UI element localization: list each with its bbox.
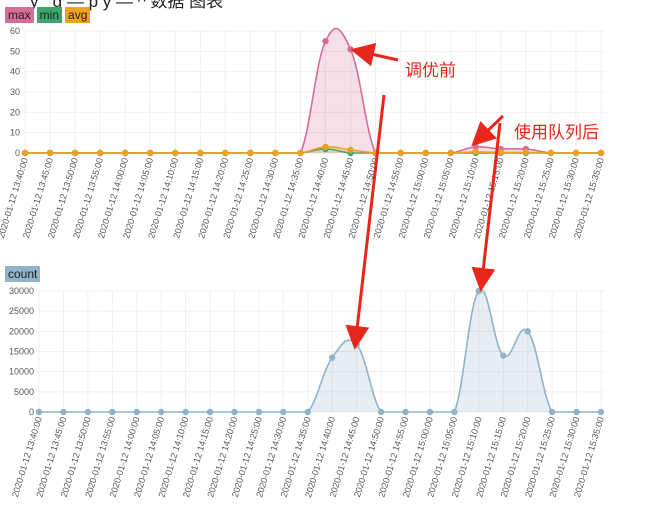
data-point-count[interactable]: [206, 408, 214, 416]
data-point-max[interactable]: [347, 46, 354, 53]
data-point-avg[interactable]: [297, 149, 304, 157]
data-point-count[interactable]: [84, 408, 92, 416]
arrow-before-bottom: [345, 94, 386, 350]
data-point-count[interactable]: [548, 408, 556, 416]
data-point-avg[interactable]: [597, 149, 605, 157]
data-point-count[interactable]: [231, 408, 238, 416]
data-point-avg[interactable]: [96, 149, 104, 157]
data-point-count[interactable]: [109, 408, 116, 416]
data-point-avg[interactable]: [397, 149, 404, 157]
data-point-count[interactable]: [451, 408, 458, 416]
legend-item-count[interactable]: count: [5, 266, 41, 282]
annotation-before-tuning: 调优前: [405, 61, 456, 80]
page-title: y _g — p y — ^ 数据 图表: [30, 0, 224, 11]
data-point-count[interactable]: [329, 354, 336, 361]
data-point-count[interactable]: [573, 408, 580, 416]
y-tick-label: 0: [15, 148, 20, 158]
data-point-count[interactable]: [524, 328, 531, 335]
y-tick-label: 20: [10, 107, 20, 117]
data-point-count[interactable]: [475, 287, 483, 295]
data-point-avg[interactable]: [472, 148, 479, 156]
data-point-count[interactable]: [280, 408, 287, 416]
legend-bottom-chart: count: [5, 266, 41, 282]
data-point-count[interactable]: [255, 408, 263, 416]
data-point-avg[interactable]: [147, 149, 154, 157]
data-point-avg[interactable]: [272, 149, 279, 157]
data-point-avg[interactable]: [247, 149, 254, 157]
legend-item-max[interactable]: max: [5, 7, 34, 23]
y-tick-label: 15000: [9, 347, 34, 357]
data-point-avg[interactable]: [572, 149, 580, 157]
data-point-count[interactable]: [182, 408, 189, 416]
y-tick-label: 10: [10, 128, 20, 138]
y-tick-label: 40: [10, 67, 20, 77]
y-tick-label: 0: [29, 407, 34, 417]
arrow-after-top: [471, 114, 505, 147]
data-point-count[interactable]: [353, 341, 360, 348]
data-point-count[interactable]: [35, 408, 43, 416]
data-point-avg[interactable]: [497, 149, 505, 156]
data-point-max[interactable]: [322, 37, 329, 45]
data-point-count[interactable]: [304, 408, 311, 416]
y-tick-label: 30000: [9, 286, 34, 296]
y-tick-label: 60: [10, 26, 20, 36]
arrow-after-bottom: [471, 122, 502, 292]
data-point-count[interactable]: [157, 408, 165, 416]
data-point-avg[interactable]: [347, 146, 354, 154]
data-point-avg[interactable]: [172, 149, 179, 157]
data-point-avg[interactable]: [197, 149, 204, 157]
data-point-avg[interactable]: [222, 149, 229, 157]
legend-top-chart: max min avg: [5, 7, 91, 23]
data-point-count[interactable]: [426, 408, 434, 416]
data-point-avg[interactable]: [422, 149, 429, 157]
y-tick-label: 20000: [9, 326, 34, 336]
data-point-count[interactable]: [133, 408, 140, 416]
data-point-count[interactable]: [377, 408, 385, 416]
data-point-avg[interactable]: [322, 143, 329, 151]
data-point-count[interactable]: [60, 408, 67, 416]
data-point-avg[interactable]: [447, 149, 454, 157]
data-point-count[interactable]: [597, 408, 605, 416]
y-tick-label: 10000: [9, 367, 34, 377]
data-point-count[interactable]: [402, 408, 409, 416]
data-point-count[interactable]: [500, 352, 507, 359]
series-area-max: [25, 28, 601, 153]
data-point-avg[interactable]: [547, 149, 555, 157]
data-point-avg[interactable]: [522, 149, 530, 156]
arrow-before-top: [350, 42, 399, 67]
y-tick-label: 5000: [14, 387, 34, 397]
legend-item-avg[interactable]: avg: [65, 7, 91, 23]
y-tick-label: 25000: [9, 306, 34, 316]
series-area-count: [39, 289, 601, 412]
annotations: 调优前 使用队列后: [345, 42, 599, 350]
data-point-avg[interactable]: [46, 149, 54, 157]
data-point-avg[interactable]: [21, 149, 29, 157]
annotation-after-queue: 使用队列后: [514, 122, 599, 142]
data-point-avg[interactable]: [121, 149, 129, 157]
bottom-chart: 0500010000150002000025000300002020-01-12…: [9, 286, 606, 499]
legend-item-min[interactable]: min: [36, 7, 63, 23]
data-point-avg[interactable]: [71, 149, 79, 157]
y-tick-label: 30: [10, 87, 20, 97]
y-tick-label: 50: [10, 46, 20, 56]
